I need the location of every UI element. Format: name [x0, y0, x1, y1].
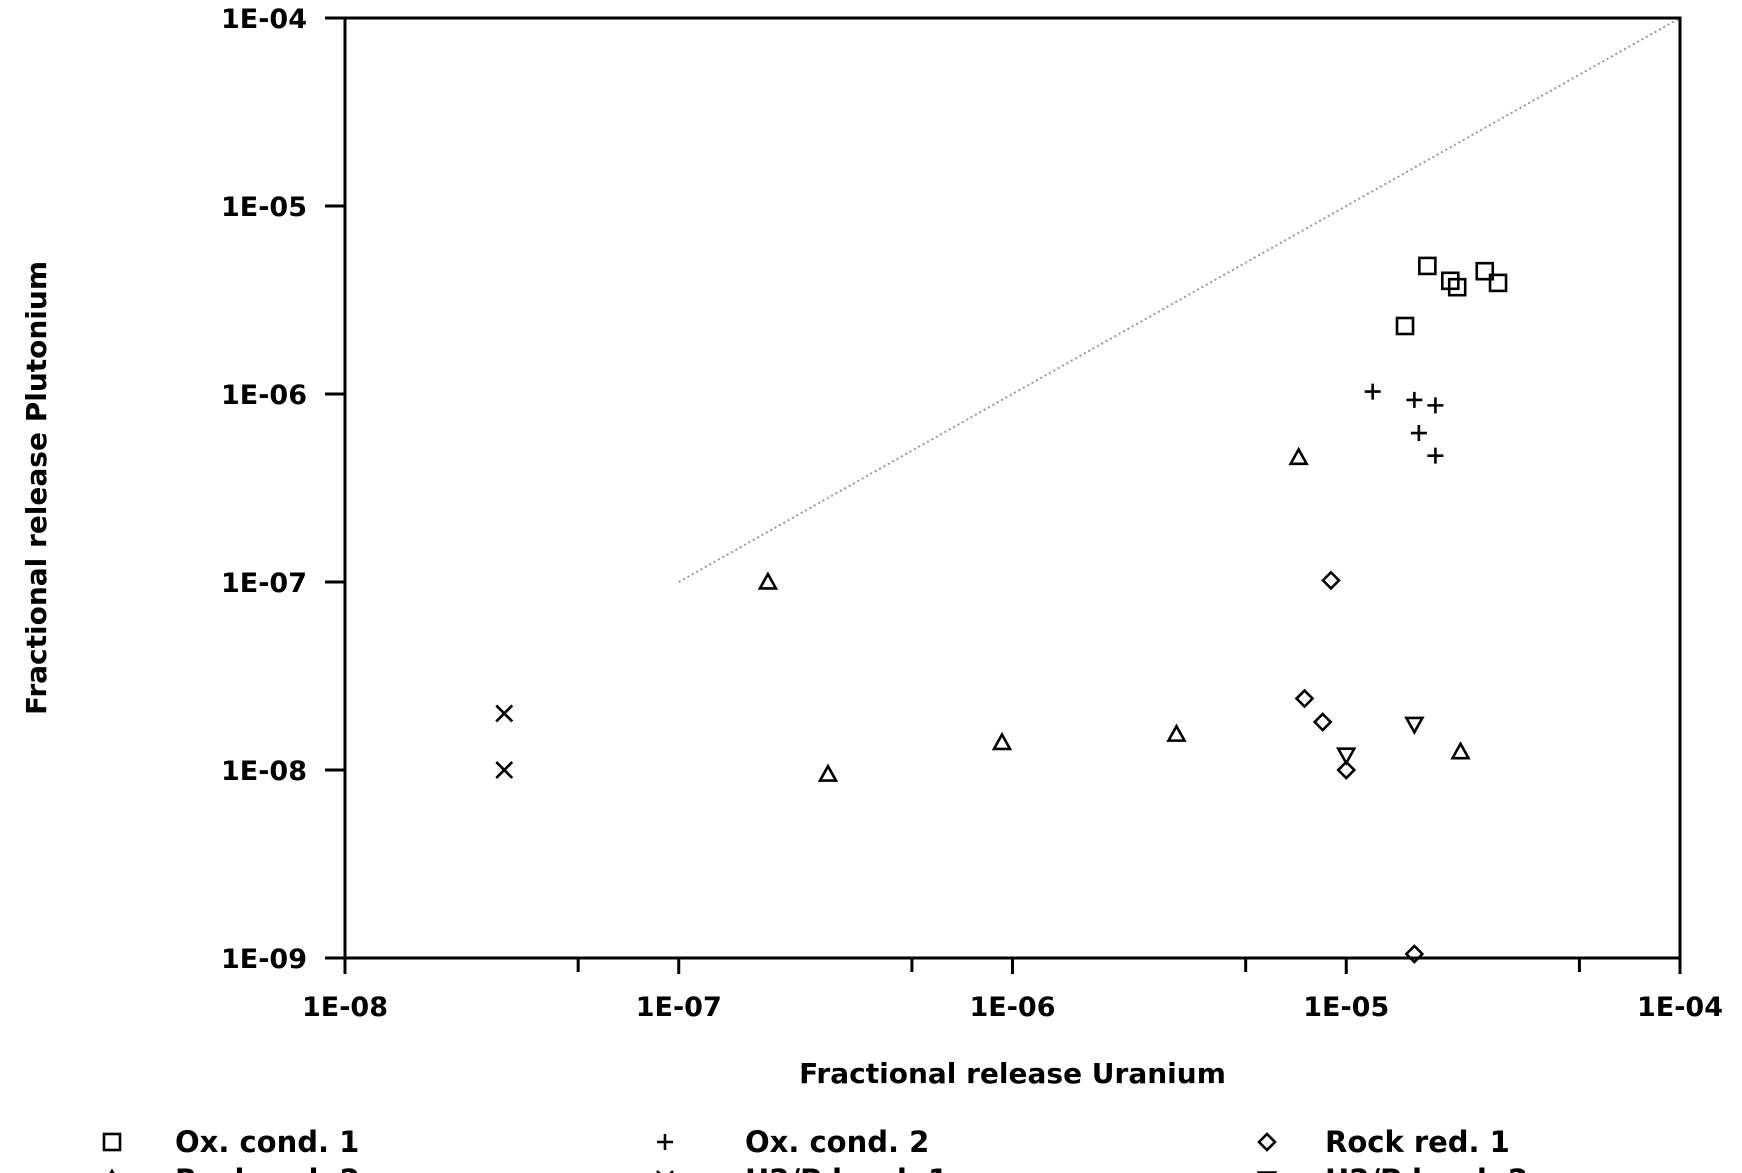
- data-point: [495, 704, 514, 723]
- y-tick-label: 1E-07: [221, 568, 307, 599]
- data-point: [1404, 716, 1425, 735]
- x-tick-label: 1E-06: [969, 992, 1055, 1023]
- legend-label: Ox. cond. 2: [745, 1125, 929, 1159]
- y-tick-label: 1E-08: [221, 756, 307, 787]
- series-ox-cond-1: [1395, 256, 1508, 336]
- data-point: [1406, 391, 1423, 408]
- data-point: [1166, 723, 1187, 742]
- x-tick-label: 1E-04: [1637, 992, 1723, 1023]
- legend-item: Rock red. 2: [109, 1163, 360, 1173]
- legend-label: Ox. cond. 1: [175, 1125, 359, 1159]
- data-point: [1450, 741, 1471, 760]
- data-point: [1336, 760, 1357, 780]
- legend-label: H2/Pd red. 1: [745, 1163, 948, 1173]
- x-axis-label: Fractional release Uranium: [799, 1057, 1226, 1090]
- data-point: [1321, 570, 1341, 591]
- series-ox-cond-2: [1364, 383, 1444, 464]
- y-axis-label: Fractional release Plutonium: [20, 261, 53, 715]
- data-point: [1488, 273, 1508, 293]
- legend: Ox. cond. 1 Ox. cond. 2 Rock red. 1 Rock re…: [102, 1125, 1528, 1173]
- data-point: [1395, 316, 1415, 336]
- x-tick-label: 1E-05: [1303, 992, 1389, 1023]
- legend-marker: [657, 1134, 673, 1150]
- series-h2-pd-red-1: [495, 704, 514, 779]
- legend-label: Rock red. 2: [175, 1163, 360, 1173]
- y-tick-label: 1E-05: [221, 192, 307, 223]
- data-point: [1418, 256, 1437, 276]
- data-point: [1447, 277, 1467, 297]
- legend-item: Ox. cond. 1: [102, 1125, 359, 1159]
- legend-label: Rock red. 1: [1325, 1125, 1510, 1159]
- data-point: [1364, 383, 1381, 400]
- legend-item: H2/Pd red. 1: [656, 1163, 948, 1173]
- data-point: [1294, 688, 1315, 709]
- x-tick-label: 1E-08: [302, 992, 388, 1023]
- data-point: [1475, 261, 1495, 281]
- series-rock-red-1: [1294, 570, 1425, 964]
- y-tick-label: 1E-06: [221, 380, 307, 411]
- legend-marker: [1257, 1132, 1277, 1152]
- axis-ticks: 1E-08 1E-07 1E-06 1E-05 1E-04 1E-09 1E-08 1E-07…: [221, 4, 1723, 1023]
- data-point: [1404, 944, 1425, 964]
- data-point: [495, 761, 514, 779]
- data-point: [757, 571, 779, 590]
- data-point: [1427, 397, 1444, 414]
- series-rock-red-2: [757, 446, 1471, 782]
- data-point: [1288, 446, 1309, 466]
- data-point: [1336, 747, 1357, 766]
- data-point: [817, 763, 839, 782]
- y-tick-label: 1E-09: [221, 944, 307, 975]
- y-tick-label: 1E-04: [221, 4, 307, 35]
- data-point: [1410, 425, 1427, 442]
- data-point: [991, 731, 1013, 751]
- legend-item: Ox. cond. 2: [657, 1125, 929, 1159]
- data-point: [1312, 712, 1333, 732]
- data-markers: [495, 256, 1508, 964]
- data-point: [1427, 447, 1444, 464]
- legend-marker: [102, 1132, 122, 1152]
- plot-area: [678, 17, 1681, 583]
- legend-label: H2/Pd red. 2: [1325, 1163, 1528, 1173]
- legend-item: Rock red. 1: [1257, 1125, 1510, 1159]
- x-tick-label: 1E-07: [636, 992, 722, 1023]
- series-h2-pd-red-2: [1336, 716, 1425, 766]
- reference-line: [678, 17, 1681, 583]
